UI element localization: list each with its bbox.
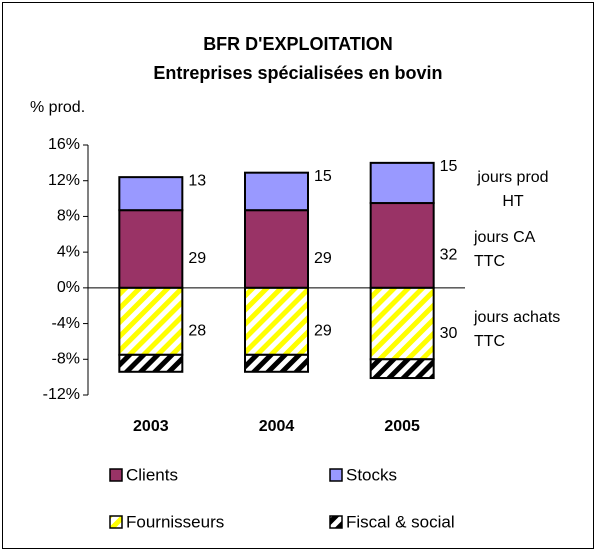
day-label: 13 — [188, 172, 206, 189]
day-label: 29 — [314, 323, 332, 340]
legend-label: Stocks — [346, 465, 397, 484]
bar-segment — [118, 286, 184, 356]
y-tick-label: -8% — [52, 351, 80, 368]
bar-segment — [244, 286, 309, 356]
bar-segment — [369, 358, 435, 380]
legend-label: Fournisseurs — [126, 512, 224, 531]
bar-segment — [369, 286, 435, 361]
chart-title: BFR D'EXPLOITATION — [203, 34, 393, 54]
day-label: 30 — [440, 325, 458, 342]
chart-subtitle: Entreprises spécialisées en bovin — [153, 63, 442, 83]
x-tick-label: 2005 — [384, 418, 420, 435]
days-unit-label: jours prod HT — [477, 169, 549, 210]
day-label: 15 — [440, 158, 458, 175]
legend-swatch — [329, 515, 343, 529]
y-tick-label: 8% — [57, 208, 80, 225]
day-label: 29 — [188, 250, 206, 267]
legend-swatch — [109, 468, 123, 482]
legend-label: Fiscal & social — [346, 512, 455, 531]
legend-swatch — [329, 468, 343, 482]
y-tick-label: 16% — [48, 136, 80, 153]
legend-label: Clients — [126, 465, 178, 484]
bar-segment — [244, 353, 309, 373]
bar-segment — [369, 202, 435, 289]
day-label: 32 — [440, 247, 458, 264]
day-label: 28 — [188, 323, 206, 340]
y-tick-label: 0% — [57, 279, 80, 296]
days-unit-label: jours CA TTC — [474, 229, 535, 270]
y-tick-label: 4% — [57, 243, 80, 260]
day-label: 15 — [314, 168, 332, 185]
y-axis-label: % prod. — [30, 99, 85, 116]
days-unit-label: jours achats TTC — [474, 309, 561, 350]
day-label: 29 — [314, 250, 332, 267]
bar-segment — [118, 353, 184, 373]
x-tick-label: 2004 — [259, 418, 295, 435]
bar-segment — [118, 176, 184, 212]
bar-segment — [369, 161, 435, 205]
bar-segment — [118, 209, 184, 289]
bar-segment — [244, 209, 309, 289]
bar-segment — [244, 171, 309, 212]
y-tick-label: 12% — [48, 172, 80, 189]
x-tick-label: 2003 — [133, 418, 169, 435]
legend-swatch — [109, 515, 123, 529]
y-tick-label: -4% — [52, 315, 80, 332]
y-tick-label: -12% — [43, 386, 80, 403]
